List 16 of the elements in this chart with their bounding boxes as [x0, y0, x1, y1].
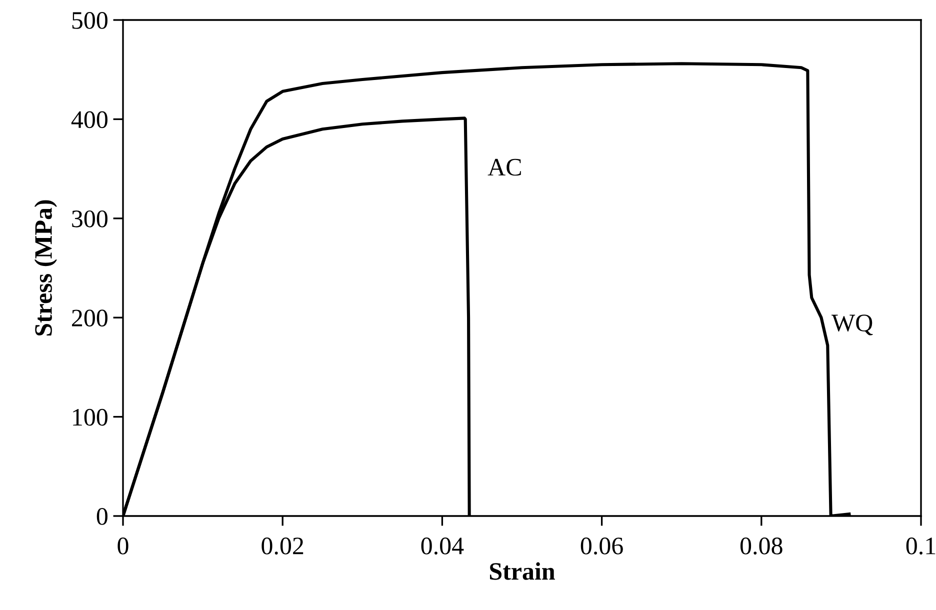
- y-tick-label: 500: [72, 12, 108, 29]
- y-tick-label: 300: [72, 210, 108, 228]
- x-axis-title: Strain: [490, 562, 555, 580]
- x-tick-label: 0.1: [906, 538, 936, 555]
- y-axis-title: Stress (MPa): [34, 200, 58, 336]
- x-tick-label: 0.02: [262, 538, 304, 555]
- y-tick-label: 0: [96, 508, 108, 525]
- x-tick-label: 0.04: [421, 538, 464, 555]
- series-label: WQ: [832, 314, 873, 336]
- y-tick-label: 100: [73, 408, 108, 426]
- y-tick-label: 400: [71, 111, 108, 128]
- x-tick-label: 0.08: [740, 538, 782, 555]
- x-tick-label: 0.06: [580, 538, 623, 555]
- x-tick-label: 0: [118, 538, 128, 554]
- series-label: AC: [488, 158, 521, 176]
- y-tick-label: 200: [72, 310, 108, 327]
